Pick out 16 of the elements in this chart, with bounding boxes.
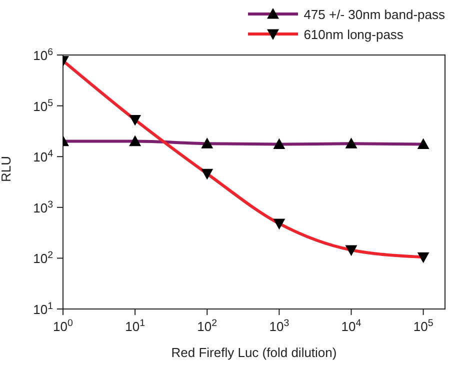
legend-label: 610nm long-pass xyxy=(304,26,404,42)
x-tick-label: 10$^{1}$ xyxy=(125,318,146,334)
x-tick-label: 10$^{2}$ xyxy=(197,318,218,334)
y-tick-label: 10$^{6}$ xyxy=(33,46,53,63)
y-tick-label: 10$^{1}$ xyxy=(33,300,53,317)
y-tick-label: 10$^{2}$ xyxy=(33,250,53,266)
y-axis-title: RLU xyxy=(0,156,14,182)
x-tick-label: 10$^{3}$ xyxy=(269,318,290,334)
x-tick-label: 10$^{4}$ xyxy=(341,318,362,334)
x-tick-label: 10$^{0}$ xyxy=(53,318,74,334)
y-tick-label: 10$^{5}$ xyxy=(33,97,54,114)
x-tick-label: 10$^{5}$ xyxy=(413,318,434,334)
y-tick-label: 10$^{3}$ xyxy=(33,198,53,216)
legend-label: 475 +/- 30nm band-pass xyxy=(304,6,445,22)
x-axis-title: Red Firefly Luc (fold dilution) xyxy=(171,345,337,360)
y-tick-label: 10$^{4}$ xyxy=(33,148,54,165)
